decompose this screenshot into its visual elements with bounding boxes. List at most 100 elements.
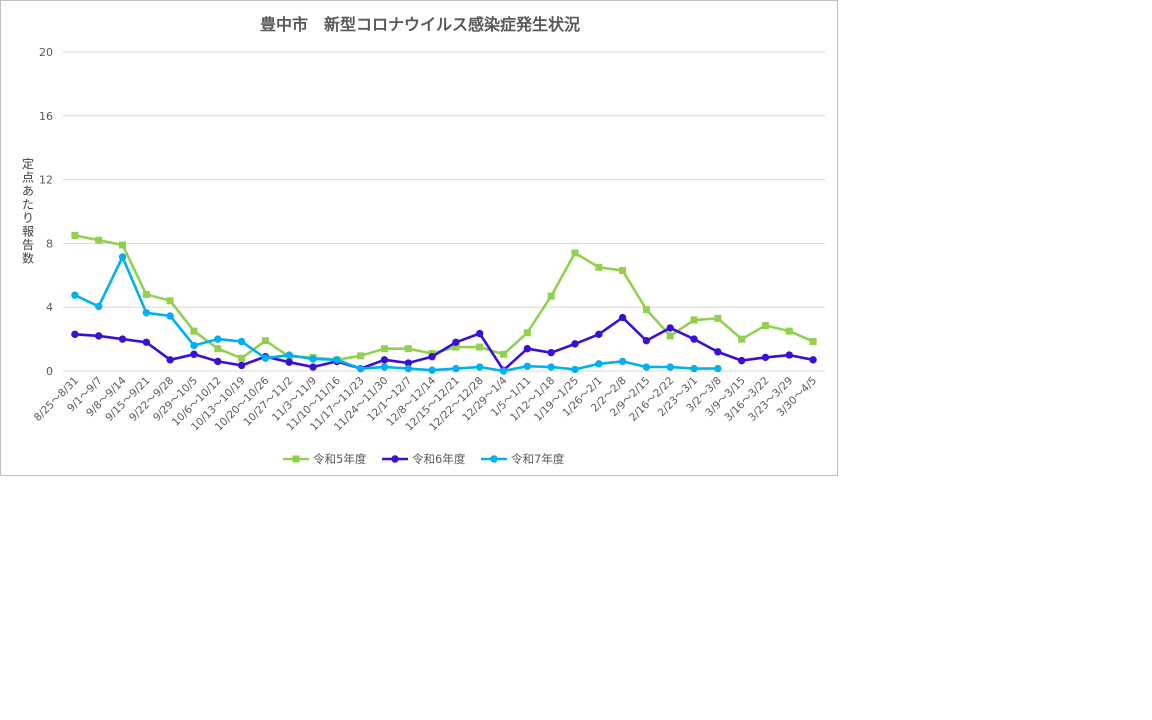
data-point (785, 351, 793, 359)
series-lines (71, 231, 817, 375)
legend-marker (391, 455, 399, 463)
y-axis-label-char: あ (22, 184, 34, 198)
legend-entry: 令和6年度 (382, 452, 466, 466)
data-point (737, 356, 746, 365)
data-point (261, 337, 269, 345)
y-axis-label-char: た (22, 198, 34, 212)
data-point (571, 340, 579, 348)
data-point (595, 360, 603, 368)
data-point (404, 364, 412, 373)
y-axis-label-char: 報 (22, 225, 34, 239)
data-point (642, 336, 651, 345)
data-point (333, 356, 341, 364)
data-point (166, 312, 174, 320)
data-point (666, 363, 674, 371)
data-point (666, 332, 674, 340)
data-point (190, 350, 198, 358)
data-point (809, 337, 817, 345)
data-point (690, 316, 698, 324)
data-point (309, 363, 317, 371)
legend-entry: 令和7年度 (481, 452, 565, 466)
chart-frame: 豊中市 新型コロナウイルス感染症発生状況 0 4 8 12 16 20 定点あたり報告数 … (0, 0, 838, 476)
data-point (690, 335, 698, 343)
series-2 (71, 313, 817, 374)
data-point (357, 352, 365, 360)
y-axis-label-char: 点 (22, 171, 34, 185)
data-point (547, 363, 555, 371)
y-axis-label-char: 告 (22, 238, 34, 252)
data-point (428, 352, 436, 361)
data-point (214, 357, 222, 366)
data-point (95, 236, 103, 244)
data-point (71, 330, 79, 339)
data-point (190, 327, 198, 335)
data-point (714, 364, 722, 373)
data-point (452, 364, 460, 373)
data-point (619, 267, 627, 275)
data-point (714, 348, 722, 356)
chart-title: 豊中市 新型コロナウイルス感染症発生状況 (260, 15, 580, 34)
data-point (500, 350, 508, 358)
y-tick-label: 4 (46, 301, 53, 314)
legend-entry: 令和5年度 (283, 452, 367, 466)
data-point (452, 338, 460, 346)
data-point (237, 337, 246, 346)
y-tick-label: 16 (39, 110, 53, 123)
data-point (404, 359, 412, 367)
gridlines (63, 51, 825, 372)
data-point (690, 364, 698, 373)
data-point (785, 327, 793, 335)
data-point (190, 341, 198, 350)
data-point (809, 356, 817, 364)
data-point (356, 364, 365, 373)
legend: 令和5年度 令和6年度 令和7年度 (283, 452, 565, 466)
data-point (166, 356, 174, 364)
y-tick-label: 12 (39, 174, 53, 187)
data-point (95, 332, 103, 340)
y-tick-label: 20 (39, 46, 53, 59)
data-point (238, 354, 246, 362)
data-point (380, 345, 388, 353)
data-point (761, 322, 769, 330)
data-point (571, 365, 579, 374)
data-point (642, 306, 650, 314)
data-point (738, 335, 746, 343)
series-3 (71, 253, 722, 375)
series-line (74, 255, 718, 373)
data-point (595, 263, 603, 271)
data-point (428, 366, 436, 374)
data-point (476, 343, 484, 351)
legend-label: 令和7年度 (511, 452, 565, 466)
data-point (547, 348, 555, 357)
y-axis-ticks: 0 4 8 12 16 20 (39, 46, 53, 378)
legend-label: 令和5年度 (313, 452, 367, 466)
legend-marker (292, 455, 300, 463)
series-line (74, 316, 814, 372)
y-axis-label-char: 数 (22, 251, 34, 266)
data-point (618, 357, 627, 366)
data-point (523, 329, 531, 337)
data-point (214, 345, 222, 353)
data-point (95, 302, 103, 311)
data-point (523, 362, 532, 370)
data-point (761, 353, 770, 362)
data-point (119, 241, 127, 249)
data-point (571, 249, 579, 257)
data-point (380, 363, 389, 371)
y-tick-label: 0 (46, 365, 53, 378)
data-point (476, 363, 484, 371)
data-point (452, 343, 460, 351)
data-point (237, 361, 246, 370)
series-line (74, 234, 814, 362)
data-point (142, 338, 151, 346)
data-point (380, 356, 389, 364)
data-point (404, 345, 412, 353)
data-point (214, 335, 222, 343)
data-point (285, 358, 293, 366)
data-point (118, 335, 127, 343)
data-point (309, 355, 317, 363)
data-point (142, 290, 150, 298)
x-axis-ticks: 8/25～8/319/1～9/79/8～9/149/15～9/219/22～9/… (32, 374, 819, 433)
